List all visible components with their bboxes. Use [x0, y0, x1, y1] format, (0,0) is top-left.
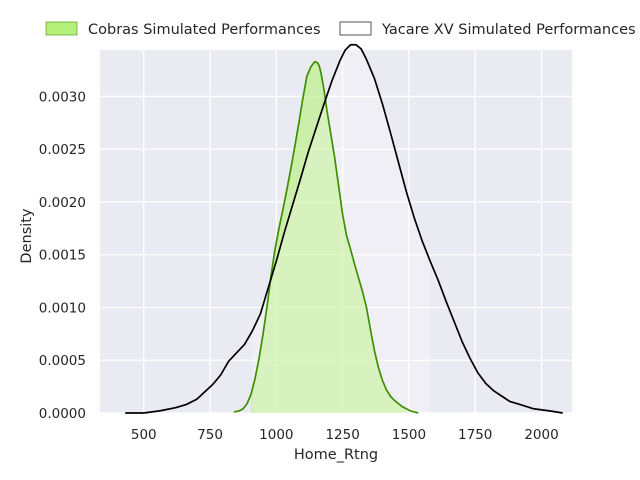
- legend-swatch-yacare: [339, 21, 372, 36]
- x-tick-label: 1000: [259, 427, 293, 443]
- y-axis-ticks: 0.0000 0.0005 0.0010 0.0015 0.0020 0.0025 0.00…: [39, 89, 86, 422]
- density-fill-1: [252, 44, 431, 413]
- density-line-1: [125, 43, 563, 414]
- x-tick-label: 500: [131, 427, 157, 443]
- y-tick-label: 0.0030: [39, 89, 86, 105]
- y-tick-label: 0.0025: [39, 142, 86, 158]
- density-line-0: [233, 60, 419, 414]
- y-tick-label: 0.0010: [39, 300, 86, 316]
- legend-label-yacare: Yacare XV Simulated Performances: [381, 22, 636, 38]
- y-tick-label: 0.0015: [39, 248, 86, 264]
- x-axis-ticks: 500 750 1000 1250 1500 1750 2000: [131, 427, 559, 443]
- y-tick-label: 0.0020: [39, 195, 86, 211]
- x-tick-label: 1500: [392, 427, 426, 443]
- y-tick-label: 0.0005: [39, 353, 86, 369]
- legend: Cobras Simulated Performances Yacare XV …: [45, 21, 636, 38]
- x-tick-label: 2000: [524, 427, 558, 443]
- x-tick-label: 750: [197, 427, 223, 443]
- density-fill-0: [251, 61, 407, 414]
- x-tick-label: 1750: [458, 427, 492, 443]
- x-axis-label: Home_Rtng: [294, 447, 378, 463]
- legend-label-cobras: Cobras Simulated Performances: [88, 22, 321, 38]
- density-lines: [125, 43, 563, 414]
- y-axis-label: Density: [19, 208, 35, 264]
- y-tick-label: 0.0000: [39, 406, 86, 422]
- legend-swatch-cobras: [45, 21, 78, 36]
- x-tick-label: 1250: [325, 427, 359, 443]
- density-fills: [251, 44, 431, 414]
